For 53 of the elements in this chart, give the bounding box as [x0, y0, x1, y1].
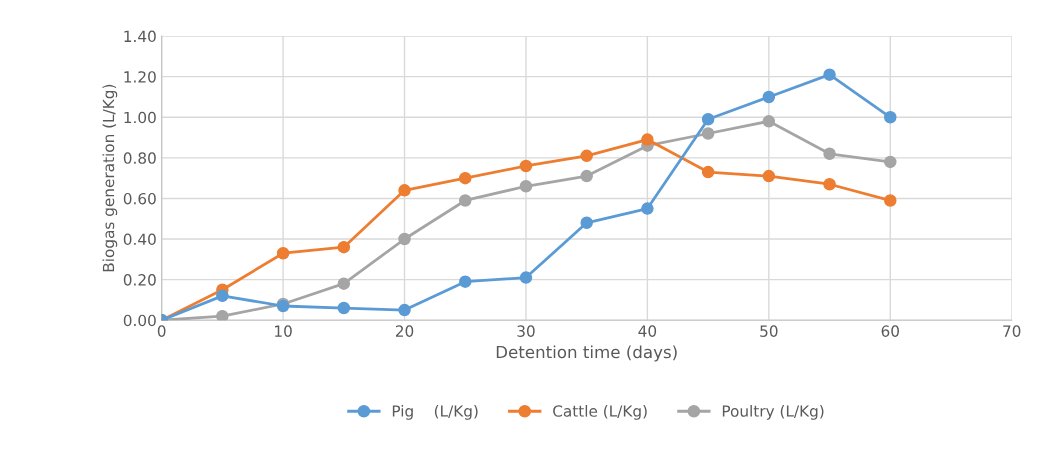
point	[762, 115, 776, 128]
point	[276, 246, 290, 260]
y-tick-label: 0.40	[123, 233, 156, 246]
x-tick-label: 40	[638, 325, 657, 337]
y-tick-label: 0.00	[123, 314, 156, 327]
point	[216, 309, 229, 321]
point	[459, 171, 472, 185]
point	[884, 194, 897, 207]
y-axis-title: Biogas generation (L/Kg)	[102, 84, 118, 272]
legend-label: Pig (L/Kg)	[392, 404, 478, 420]
y-tick-label: 0.60	[123, 192, 156, 205]
point	[701, 127, 715, 140]
point	[337, 240, 351, 254]
y-tick-label: 1.00	[124, 111, 156, 124]
point	[519, 180, 533, 193]
x-tick-label: 20	[395, 325, 414, 337]
x-tick-label: 10	[275, 325, 292, 337]
y-tick-label: 0.80	[123, 152, 156, 164]
point	[459, 194, 472, 207]
point	[519, 159, 533, 173]
point	[884, 111, 897, 124]
x-tick-label: 60	[881, 325, 899, 337]
point	[398, 184, 411, 197]
x-tick-label: 30	[517, 325, 535, 337]
point	[398, 303, 411, 317]
point	[641, 202, 654, 215]
legend-label: Cattle (L/Kg)	[553, 404, 647, 420]
point	[701, 165, 715, 179]
point	[519, 271, 533, 284]
x-axis-title: Detention time (days)	[496, 345, 677, 362]
x-tick-label: 50	[760, 325, 778, 337]
point	[701, 113, 715, 126]
point	[762, 90, 776, 104]
x-tick-label: 70	[1003, 325, 1021, 337]
point	[641, 133, 654, 146]
legend-label: Poultry (L/Kg)	[722, 404, 824, 420]
y-tick-label: 1.20	[124, 71, 156, 83]
point	[884, 155, 897, 169]
point	[823, 68, 836, 81]
point	[337, 277, 351, 290]
y-tick-label: 0.20	[123, 274, 156, 286]
x-tick-label: 0	[157, 325, 166, 337]
point	[762, 169, 776, 183]
point	[337, 301, 351, 315]
point	[580, 169, 593, 183]
y-tick-label: 1.40	[124, 30, 156, 43]
point	[580, 216, 593, 230]
point	[398, 232, 411, 246]
point	[823, 177, 836, 191]
point	[823, 147, 836, 161]
point	[580, 149, 593, 163]
point	[216, 289, 229, 303]
point	[459, 275, 472, 288]
